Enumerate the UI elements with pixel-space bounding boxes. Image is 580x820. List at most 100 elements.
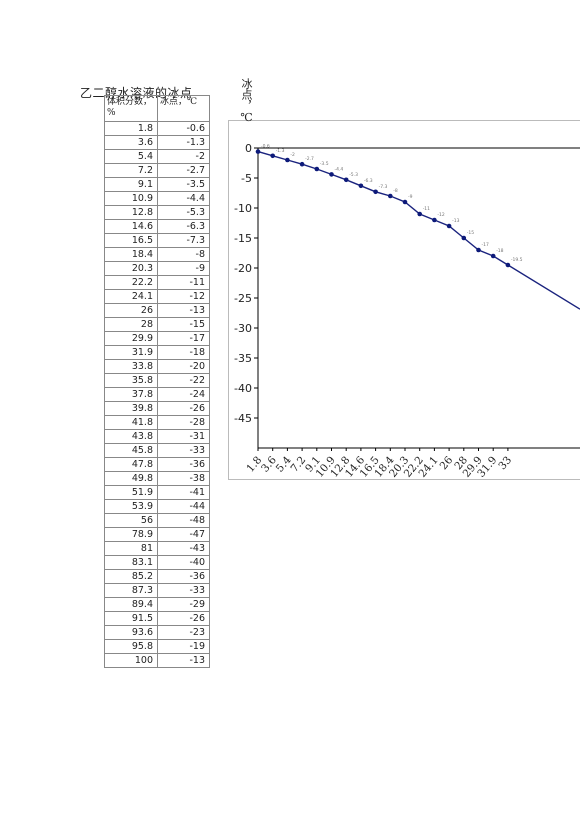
- cell-freezing-point: -3.5: [157, 177, 210, 192]
- table-row: 14.6 -6.3: [104, 219, 210, 234]
- cell-freezing-point: -1.3: [157, 135, 210, 150]
- cell-volume-fraction: 12.8: [104, 205, 158, 220]
- cell-volume-fraction: 78.9: [104, 527, 158, 542]
- table-row: 51.9 -41: [104, 485, 210, 500]
- table-row: 87.3 -33: [104, 583, 210, 598]
- data-point: [299, 161, 305, 167]
- cell-volume-fraction: 45.8: [104, 443, 158, 458]
- cell-volume-fraction: 56: [104, 513, 158, 528]
- cell-volume-fraction: 3.6: [104, 135, 158, 150]
- cell-freezing-point: -47: [157, 527, 210, 542]
- cell-freezing-point: -18: [157, 345, 210, 360]
- table-row: 45.8 -33: [104, 443, 210, 458]
- cell-freezing-point: -31: [157, 429, 210, 444]
- data-point: [270, 153, 275, 159]
- table-row: 56 -48: [104, 513, 210, 528]
- cell-freezing-point: -4.4: [157, 191, 210, 206]
- table-row: 18.4 -8: [104, 247, 210, 262]
- cell-volume-fraction: 39.8: [104, 401, 158, 416]
- cell-freezing-point: -9: [157, 261, 210, 276]
- cell-volume-fraction: 10.9: [104, 191, 158, 206]
- cell-freezing-point: -8: [157, 247, 210, 262]
- table-row: 28 -15: [104, 317, 210, 332]
- cell-volume-fraction: 49.8: [104, 471, 158, 486]
- data-label: -8: [393, 188, 398, 194]
- table-header-row: 体积分数，% 冰点，℃: [104, 95, 210, 122]
- table-row: 49.8 -38: [104, 471, 210, 486]
- cell-volume-fraction: 91.5: [104, 611, 158, 626]
- data-label: -13: [452, 218, 459, 224]
- cell-volume-fraction: 28: [104, 317, 158, 332]
- data-label: -11: [423, 206, 430, 212]
- data-point: [329, 172, 334, 177]
- cell-volume-fraction: 87.3: [104, 583, 158, 598]
- cell-freezing-point: -15: [157, 317, 210, 332]
- data-label: -19.5: [511, 257, 523, 263]
- table-row: 24.1 -12: [104, 289, 210, 304]
- table-row: 53.9 -44: [104, 499, 210, 514]
- cell-freezing-point: -38: [157, 471, 210, 486]
- cell-volume-fraction: 95.8: [104, 639, 158, 654]
- freezing-point-table: 体积分数，% 冰点，℃ 1.8 -0.6 3.6 -1.3 5.4 -2 7.2 -2.7 9.…: [104, 95, 210, 668]
- cell-freezing-point: -5.3: [157, 205, 210, 220]
- table-row: 95.8 -19: [104, 639, 210, 654]
- table-row: 41.8 -28: [104, 415, 210, 430]
- table-row: 3.6 -1.3: [104, 135, 210, 150]
- cell-freezing-point: -6.3: [157, 219, 210, 234]
- cell-volume-fraction: 51.9: [104, 485, 158, 500]
- chart-y-axis-label: 冰点，℃: [240, 78, 253, 124]
- table-row: 5.4 -2: [104, 149, 210, 164]
- cell-volume-fraction: 31.9: [104, 345, 158, 360]
- cell-volume-fraction: 93.6: [104, 625, 158, 640]
- table-row: 16.5 -7.3: [104, 233, 210, 248]
- cell-freezing-point: -12: [157, 289, 210, 304]
- y-tick-label: -45: [234, 412, 252, 425]
- table-row: 93.6 -23: [104, 625, 210, 640]
- cell-freezing-point: -36: [157, 457, 210, 472]
- table-row: 47.8 -36: [104, 457, 210, 472]
- cell-volume-fraction: 26: [104, 303, 158, 318]
- data-label: -2.7: [305, 156, 314, 162]
- cell-volume-fraction: 9.1: [104, 177, 158, 192]
- cell-freezing-point: -2.7: [157, 163, 210, 178]
- freezing-point-line-chart: 0-5-10-15-20-25-30-35-40-451.83.65.47.29…: [234, 142, 580, 480]
- y-tick-label: 0: [245, 142, 252, 155]
- data-point: [285, 157, 290, 163]
- y-tick-label: -40: [234, 382, 252, 395]
- cell-volume-fraction: 43.8: [104, 429, 158, 444]
- data-label: -15: [467, 230, 474, 236]
- table-row: 26 -13: [104, 303, 210, 318]
- cell-freezing-point: -44: [157, 499, 210, 514]
- data-label: -9: [408, 194, 413, 200]
- cell-volume-fraction: 33.8: [104, 359, 158, 374]
- table-row: 78.9 -47: [104, 527, 210, 542]
- cell-freezing-point: -11: [157, 275, 210, 290]
- cell-freezing-point: -40: [157, 555, 210, 570]
- data-label: -3.5: [320, 161, 329, 167]
- cell-volume-fraction: 83.1: [104, 555, 158, 570]
- y-tick-label: -15: [234, 232, 252, 245]
- table-row: 100 -13: [104, 653, 210, 668]
- data-point: [358, 183, 364, 189]
- cell-volume-fraction: 22.2: [104, 275, 158, 290]
- table-row: 43.8 -31: [104, 429, 210, 444]
- cell-freezing-point: -13: [157, 653, 210, 668]
- cell-freezing-point: -17: [157, 331, 210, 346]
- table-row: 22.2 -11: [104, 275, 210, 290]
- table-row: 37.8 -24: [104, 387, 210, 402]
- table-row: 10.9 -4.4: [104, 191, 210, 206]
- y-tick-label: -35: [234, 352, 252, 365]
- cell-freezing-point: -28: [157, 415, 210, 430]
- cell-volume-fraction: 53.9: [104, 499, 158, 514]
- cell-freezing-point: -24: [157, 387, 210, 402]
- cell-freezing-point: -7.3: [157, 233, 210, 248]
- data-point: [461, 235, 467, 241]
- table-row: 81 -43: [104, 541, 210, 556]
- cell-volume-fraction: 24.1: [104, 289, 158, 304]
- cell-volume-fraction: 89.4: [104, 597, 158, 612]
- data-point: [343, 177, 349, 183]
- chart-frame: [228, 120, 580, 480]
- cell-volume-fraction: 85.2: [104, 569, 158, 584]
- data-point: [255, 149, 261, 154]
- cell-volume-fraction: 47.8: [104, 457, 158, 472]
